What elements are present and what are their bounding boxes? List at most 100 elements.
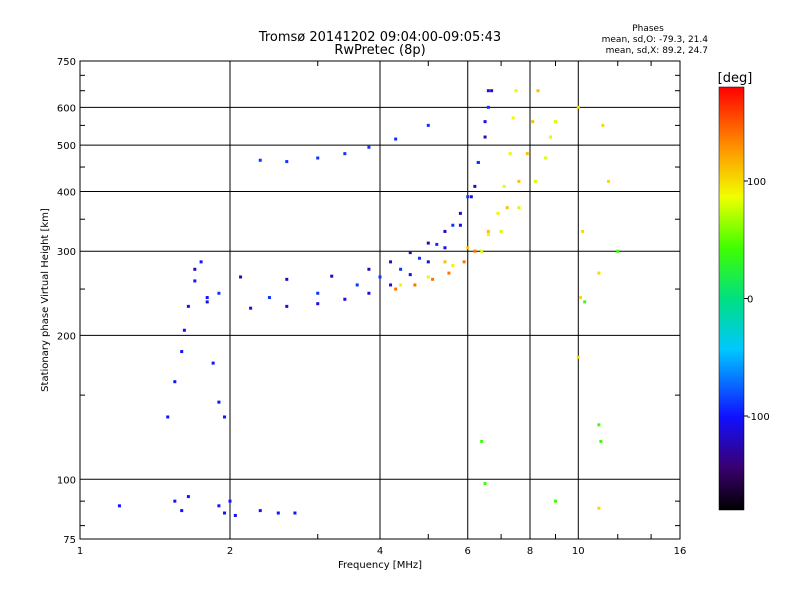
data-point-scattered-high-freq [607,179,611,183]
data-point-e-layer-echoes [117,504,121,508]
data-point-x-mode-trace-high [544,156,548,160]
data-point-scattered-misc [553,499,557,503]
data-point-x-mode-trace-upper [486,229,490,233]
data-point-es-cusp [166,415,170,419]
x-tick-label: 2 [227,546,233,557]
colorbar-gradient [718,86,745,511]
data-point-high-echo-trace [258,158,262,162]
data-point-lower-F-trace [469,195,473,199]
phases-x-stats: mean, sd,X: 89.2, 24.7 [606,46,708,56]
y-axis-label: Stationary phase Virtual Height [km] [40,208,51,392]
data-point-es-cusp [199,260,203,264]
colorbar-tick-label: 100 [747,177,766,188]
data-point-scattered-high-freq [597,506,601,510]
data-point-middle-F-trace [486,105,490,109]
data-point-middle-F-trace [217,291,221,295]
data-point-e-layer-echoes [223,511,227,515]
data-point-lower-F-trace [408,273,412,277]
data-point-lower-F-trace [389,283,393,287]
data-point-e-layer-echoes [233,513,237,517]
data-point-e-layer-echoes [293,511,297,515]
data-point-middle-F-trace [316,291,320,295]
data-point-middle-F-trace [267,296,271,300]
data-point-upper-F-trace [330,274,334,278]
phases-title: Phases [632,24,664,34]
data-point-e-layer-echoes [276,511,280,515]
data-point-high-echo-trace [285,160,289,164]
data-point-es-cusp [205,296,209,300]
data-point-upper-F-trace [426,241,430,245]
data-point-middle-F-trace [466,195,470,199]
data-point-scattered-high-freq [597,271,601,275]
data-point-lower-F-trace [486,89,490,93]
data-point-es-cusp [173,380,177,384]
data-point-high-echo-trace [316,156,320,160]
data-point-upper-F-trace [458,211,462,215]
data-point-es-cusp [217,400,221,404]
data-point-x-mode-trace-upper [466,246,470,250]
chart-title: Tromsø 20141202 09:04:00-09:05:43 [258,30,501,45]
colorbar-tick-label: -100 [747,412,770,423]
data-point-es-cusp [211,361,215,365]
data-point-x-mode-trace-high [517,206,521,210]
y-tick-label: 500 [57,141,76,152]
data-point-upper-F-trace [408,251,412,255]
data-point-scattered-high-freq [578,296,582,300]
y-tick-label: 75 [63,535,76,546]
x-axis-ticks: 1 2 4 6 8 10 16 [77,61,686,557]
data-point-e-layer-echoes [217,504,221,508]
data-point-high-echo-trace [343,152,347,156]
plot-area: 1 2 4 6 8 10 16 75 100 200 300 400 500 600 750 [57,57,686,557]
data-point-e-layer-echoes [180,509,184,513]
phases-o-stats: mean, sd,O: -79.3, 21.4 [602,35,709,45]
data-point-lower-F-trace [249,306,253,310]
data-point-x-mode-trace [511,116,515,120]
data-point-x-mode-trace [426,275,430,279]
data-point-x-mode-trace-upper [531,120,535,124]
data-point-x-mode-trace-high [533,179,537,183]
data-point-middle-F-trace [451,223,455,227]
data-point-scattered-misc [597,423,601,427]
data-point-scattered-misc [583,300,587,304]
data-point-orange-lower-edge [447,271,451,275]
colorbar: [deg] 100 0 -100 [718,71,770,511]
data-point-e-layer-echoes [228,499,232,503]
data-point-middle-F-trace [417,256,421,260]
data-point-x-mode-trace [508,152,512,156]
data-point-x-mode-trace-high [480,249,484,253]
x-axis-label: Frequency [MHz] [338,560,422,571]
data-point-x-mode-trace-high [553,120,557,124]
colorbar-tick-label: 0 [747,295,753,306]
chart-subtitle: RwPretec (8p) [334,43,425,58]
data-points [117,89,620,517]
y-tick-label: 200 [57,331,76,342]
y-tick-label: 100 [57,475,76,486]
data-point-lower-F-trace [367,291,371,295]
data-point-x-mode-trace [399,283,403,287]
data-point-x-mode-trace-high [499,229,503,233]
data-point-x-mode-trace [486,233,490,237]
data-point-x-mode-trace-upper [536,89,540,93]
data-point-upper-F-trace [473,184,477,188]
data-point-middle-F-trace [476,160,480,164]
y-tick-label: 750 [57,57,76,68]
data-point-x-mode-trace-upper [443,260,447,264]
y-tick-label: 400 [57,187,76,198]
data-point-high-echo-trace [394,137,398,141]
data-point-es-cusp [193,279,197,283]
grid-lines [80,61,680,539]
colorbar-ticks: 100 0 -100 [744,177,770,423]
data-point-es-cusp [182,328,186,332]
data-point-e-layer-echoes [258,509,262,513]
data-point-x-mode-trace [496,211,500,215]
data-point-upper-F-trace [443,229,447,233]
data-point-middle-F-trace [435,242,439,246]
data-point-x-mode-trace-upper [517,179,521,183]
data-point-orange-lower-edge [462,260,466,264]
y-axis-ticks: 75 100 200 300 400 500 600 750 [57,57,680,546]
data-point-scattered-misc [483,481,487,485]
data-point-orange-lower-edge [431,277,435,281]
data-point-scattered-misc [599,439,603,443]
data-point-e-layer-echoes [186,495,190,499]
